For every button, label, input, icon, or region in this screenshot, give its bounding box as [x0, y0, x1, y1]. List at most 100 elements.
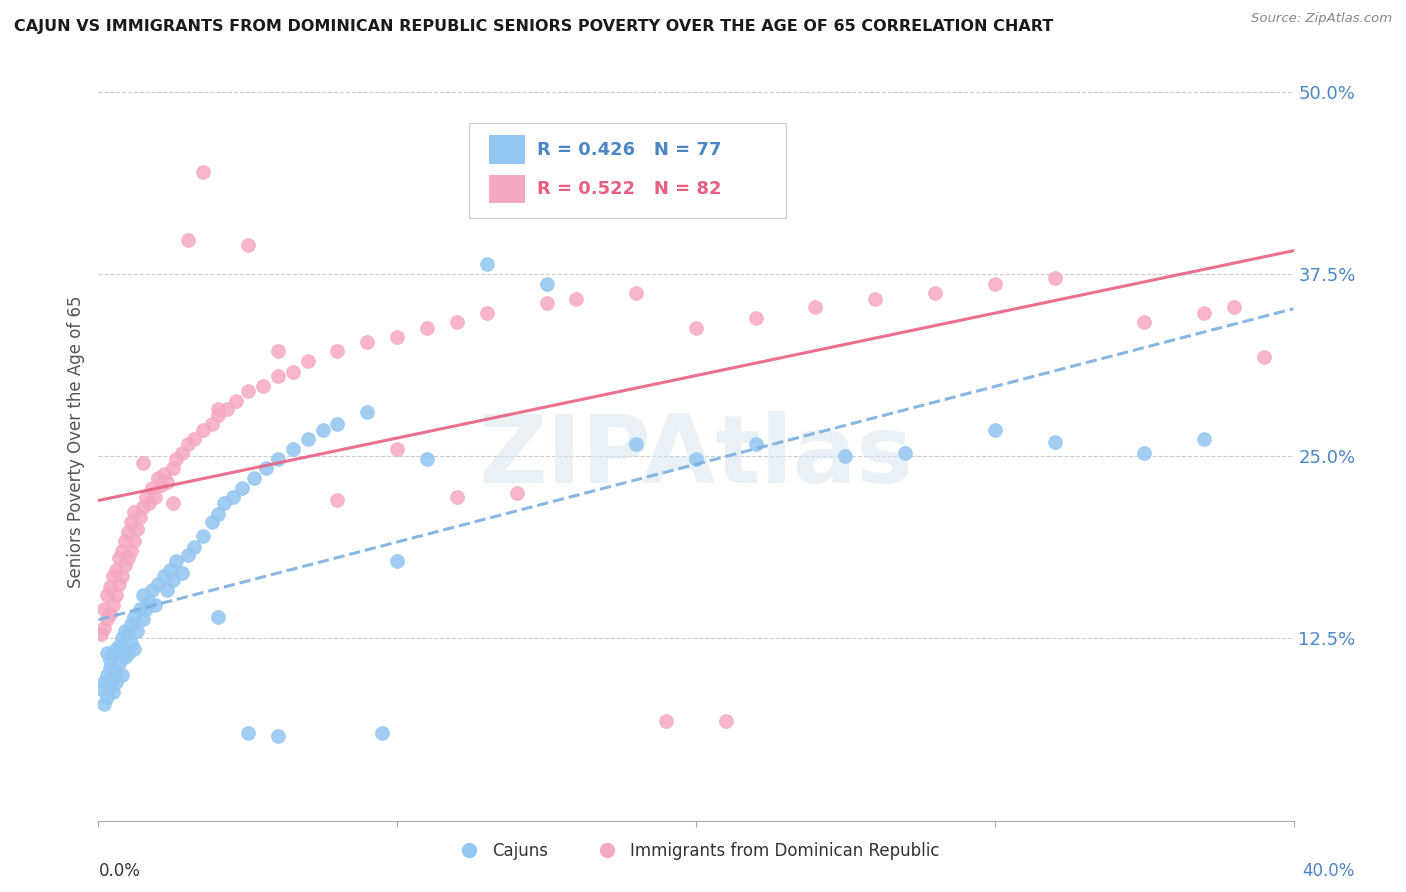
Point: [96, 668, 118, 682]
Point: [127, 522, 149, 536]
Point: [222, 490, 245, 504]
Point: [90, 682, 112, 697]
Point: [108, 646, 131, 660]
Point: [159, 563, 181, 577]
Point: [416, 320, 439, 334]
Point: [124, 609, 146, 624]
Point: [111, 632, 134, 646]
Text: Source: ZipAtlas.com: Source: ZipAtlas.com: [1251, 12, 1392, 25]
Point: [114, 624, 136, 639]
Point: [252, 379, 274, 393]
Point: [111, 568, 134, 582]
Point: [98, 653, 122, 667]
Point: [111, 641, 134, 656]
Point: [150, 478, 173, 492]
Point: [371, 726, 394, 740]
Point: [297, 432, 319, 446]
Point: [1192, 432, 1215, 446]
Point: [105, 665, 128, 679]
Point: [117, 524, 139, 539]
Point: [565, 292, 588, 306]
Point: [475, 257, 498, 271]
Point: [117, 627, 139, 641]
Bar: [489, 175, 524, 203]
Text: R = 0.426   N = 77: R = 0.426 N = 77: [537, 141, 721, 159]
Point: [1253, 350, 1275, 364]
Point: [385, 554, 409, 568]
Point: [124, 504, 146, 518]
Point: [207, 402, 229, 417]
Point: [165, 452, 187, 467]
Point: [207, 508, 229, 522]
Text: ZIPAtlas: ZIPAtlas: [478, 410, 914, 503]
Point: [129, 602, 152, 616]
Point: [117, 646, 139, 660]
Point: [626, 437, 648, 451]
Point: [894, 446, 917, 460]
Point: [685, 452, 707, 467]
Point: [183, 540, 205, 554]
Point: [141, 583, 163, 598]
Point: [865, 292, 887, 306]
Point: [1043, 434, 1066, 449]
Point: [1192, 306, 1215, 320]
Point: [120, 544, 142, 558]
Point: [1133, 446, 1156, 460]
Point: [114, 650, 136, 665]
Point: [103, 671, 125, 685]
Point: [117, 551, 139, 566]
Point: [267, 729, 290, 743]
Bar: [489, 136, 524, 164]
Point: [281, 365, 304, 379]
Point: [111, 544, 134, 558]
Point: [745, 437, 768, 451]
Point: [90, 627, 112, 641]
Point: [103, 685, 125, 699]
Point: [924, 285, 946, 300]
Point: [103, 598, 125, 612]
Point: [111, 668, 134, 682]
Point: [93, 621, 115, 635]
Point: [127, 624, 149, 639]
Point: [156, 583, 179, 598]
Point: [98, 580, 122, 594]
Point: [138, 595, 160, 609]
Point: [103, 568, 125, 582]
Point: [356, 405, 378, 419]
Point: [172, 566, 194, 580]
Y-axis label: Seniors Poverty Over the Age of 65: Seniors Poverty Over the Age of 65: [66, 295, 84, 588]
Point: [148, 577, 170, 591]
Point: [745, 310, 768, 325]
Point: [156, 475, 179, 490]
Point: [96, 646, 118, 660]
Point: [153, 467, 176, 481]
Point: [108, 656, 131, 670]
Text: 0.0%: 0.0%: [98, 862, 141, 880]
Point: [356, 335, 378, 350]
Point: [120, 515, 142, 529]
Point: [191, 529, 214, 543]
Point: [626, 285, 648, 300]
Point: [311, 423, 333, 437]
Point: [254, 460, 277, 475]
Point: [108, 639, 131, 653]
Point: [108, 577, 131, 591]
Legend: Cajuns, Immigrants from Dominican Republic: Cajuns, Immigrants from Dominican Republ…: [446, 836, 946, 867]
Point: [96, 588, 118, 602]
Point: [225, 393, 247, 408]
Point: [165, 554, 187, 568]
Point: [267, 344, 290, 359]
Point: [162, 573, 184, 587]
Point: [98, 680, 122, 694]
Point: [834, 449, 856, 463]
Point: [267, 452, 290, 467]
Point: [201, 417, 224, 431]
Point: [93, 602, 115, 616]
Point: [191, 423, 214, 437]
Point: [236, 726, 259, 740]
Point: [201, 515, 224, 529]
Point: [506, 485, 529, 500]
Point: [132, 457, 155, 471]
Point: [177, 437, 200, 451]
Point: [714, 714, 737, 729]
